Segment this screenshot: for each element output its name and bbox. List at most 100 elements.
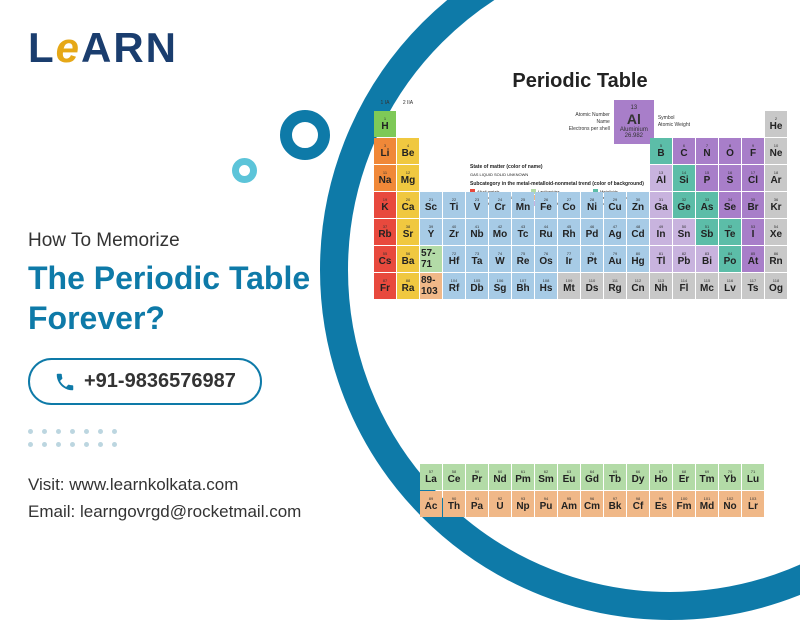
element-cell: 57-71 <box>420 246 442 272</box>
element-cell: 76Os <box>535 246 557 272</box>
element-cell: 62Sm <box>535 464 557 490</box>
element-cell: 85At <box>742 246 764 272</box>
element-cell: 116Lv <box>719 273 741 299</box>
element-cell: 89Ac <box>420 491 442 517</box>
element-cell: 115Mc <box>696 273 718 299</box>
element-cell: 74W <box>489 246 511 272</box>
element-cell: 50Sn <box>673 219 695 245</box>
pt-title: Periodic Table <box>370 70 790 93</box>
lanthanide-block: 57La58Ce59Pr60Nd61Pm62Sm63Eu64Gd65Tb66Dy… <box>420 464 765 518</box>
element-cell: 68Er <box>673 464 695 490</box>
element-cell: 22Ti <box>443 192 465 218</box>
element-cell: 39Y <box>420 219 442 245</box>
element-cell: 14Si <box>673 165 695 191</box>
element-cell: 2He <box>765 111 787 137</box>
element-cell: 106Sg <box>489 273 511 299</box>
element-cell: 90Th <box>443 491 465 517</box>
element-cell: 109Mt <box>558 273 580 299</box>
subtitle: How To Memorize <box>28 230 348 252</box>
element-cell: 4Be <box>397 138 419 164</box>
element-cell: 105Db <box>466 273 488 299</box>
element-cell: 80Hg <box>627 246 649 272</box>
element-cell: 70Yb <box>719 464 741 490</box>
element-cell: 10Ne <box>765 138 787 164</box>
element-cell: 55Cs <box>374 246 396 272</box>
element-cell: 8O <box>719 138 741 164</box>
element-cell: 15P <box>696 165 718 191</box>
visit-label: Visit: <box>28 475 65 494</box>
element-cell: 114Fl <box>673 273 695 299</box>
element-cell: 99Es <box>650 491 672 517</box>
element-cell: 58Ce <box>443 464 465 490</box>
element-cell: 17Cl <box>742 165 764 191</box>
element-cell: 52Te <box>719 219 741 245</box>
element-cell: 107Bh <box>512 273 534 299</box>
element-cell: 3Li <box>374 138 396 164</box>
element-cell: 47Ag <box>604 219 626 245</box>
element-cell: 95Am <box>558 491 580 517</box>
element-cell: 48Cd <box>627 219 649 245</box>
logo-l: L <box>28 24 56 71</box>
element-cell: 24Cr <box>489 192 511 218</box>
element-cell: 64Gd <box>581 464 603 490</box>
left-content: How To Memorize The Periodic Table Forev… <box>28 230 348 525</box>
element-cell: 96Cm <box>581 491 603 517</box>
element-cell: 97Bk <box>604 491 626 517</box>
element-cell: 87Fr <box>374 273 396 299</box>
element-cell: 117Ts <box>742 273 764 299</box>
element-cell: 104Rf <box>443 273 465 299</box>
element-cell: 101Md <box>696 491 718 517</box>
element-cell: 54Xe <box>765 219 787 245</box>
element-cell: 42Mo <box>489 219 511 245</box>
element-cell: 71Lu <box>742 464 764 490</box>
element-cell: 66Dy <box>627 464 649 490</box>
element-cell: 77Ir <box>558 246 580 272</box>
logo-e: e <box>56 24 81 71</box>
element-cell: 29Cu <box>604 192 626 218</box>
element-cell: 78Pt <box>581 246 603 272</box>
element-cell: 57La <box>420 464 442 490</box>
element-cell: 31Ga <box>650 192 672 218</box>
element-cell: 72Hf <box>443 246 465 272</box>
element-cell: 41Nb <box>466 219 488 245</box>
element-cell: 40Zr <box>443 219 465 245</box>
element-cell: 34Se <box>719 192 741 218</box>
element-cell: 73Ta <box>466 246 488 272</box>
element-cell: 45Rh <box>558 219 580 245</box>
element-cell: 60Nd <box>489 464 511 490</box>
email-label: Email: <box>28 502 75 521</box>
email-address: learngovrgd@rocketmail.com <box>80 502 301 521</box>
contact-info: Visit: www.learnkolkata.com Email: learn… <box>28 471 348 525</box>
element-cell: 16S <box>719 165 741 191</box>
element-cell: 33As <box>696 192 718 218</box>
element-cell: 30Zn <box>627 192 649 218</box>
element-cell: 51Sb <box>696 219 718 245</box>
logo: LeARN <box>28 24 178 72</box>
element-cell: 92U <box>489 491 511 517</box>
element-cell: 5B <box>650 138 672 164</box>
circle-decoration-1 <box>280 110 330 160</box>
element-cell: 44Ru <box>535 219 557 245</box>
phone-button[interactable]: +91-9836576987 <box>28 358 262 405</box>
periodic-table: Periodic Table Atomic Number Name Electr… <box>370 70 790 530</box>
element-cell: 100Fm <box>673 491 695 517</box>
element-cell: 69Tm <box>696 464 718 490</box>
element-cell: 83Bi <box>696 246 718 272</box>
element-cell: 102No <box>719 491 741 517</box>
element-cell: 11Na <box>374 165 396 191</box>
element-cell: 88Ra <box>397 273 419 299</box>
element-cell: 35Br <box>742 192 764 218</box>
element-cell: 21Sc <box>420 192 442 218</box>
element-cell: 43Tc <box>512 219 534 245</box>
element-cell: 75Re <box>512 246 534 272</box>
element-cell: 25Mn <box>512 192 534 218</box>
element-cell: 111Rg <box>604 273 626 299</box>
element-cell: 12Mg <box>397 165 419 191</box>
element-cell: 26Fe <box>535 192 557 218</box>
circle-decoration-2 <box>232 158 257 183</box>
element-cell: 82Pb <box>673 246 695 272</box>
element-cell: 13Al <box>650 165 672 191</box>
element-cell: 1H <box>374 111 396 137</box>
element-cell: 32Ge <box>673 192 695 218</box>
pt-grid: 1 IA2 IIA1H2He3Li4Be5B6C7N8O9F10Ne11Na12… <box>374 100 788 300</box>
